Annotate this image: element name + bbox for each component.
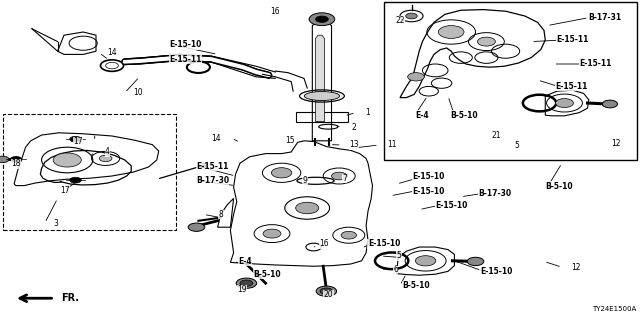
- Bar: [384, 2, 637, 160]
- Text: B-5-10: B-5-10: [545, 182, 573, 191]
- Text: 8: 8: [218, 210, 223, 219]
- Circle shape: [467, 257, 484, 266]
- Text: 5: 5: [396, 252, 401, 260]
- Text: 1: 1: [365, 108, 371, 117]
- Text: B-17-31: B-17-31: [588, 13, 621, 22]
- Text: 16: 16: [270, 7, 280, 16]
- Text: E-15-10: E-15-10: [435, 201, 467, 210]
- Text: 4: 4: [105, 148, 110, 156]
- Circle shape: [320, 288, 333, 294]
- Text: 5: 5: [515, 141, 520, 150]
- Circle shape: [296, 202, 319, 214]
- Text: 2: 2: [351, 123, 356, 132]
- Circle shape: [602, 100, 618, 108]
- Circle shape: [53, 153, 81, 167]
- Circle shape: [70, 136, 81, 142]
- Text: 21: 21: [492, 132, 500, 140]
- Circle shape: [10, 156, 22, 162]
- Text: E-15-11: E-15-11: [196, 162, 228, 171]
- Circle shape: [188, 223, 205, 231]
- Text: E-4: E-4: [238, 257, 252, 266]
- Text: 3: 3: [54, 219, 59, 228]
- Text: E-15-11: E-15-11: [170, 55, 202, 64]
- Text: B-17-30: B-17-30: [196, 176, 229, 185]
- Text: E-15-10: E-15-10: [413, 172, 445, 181]
- Text: E-15-10: E-15-10: [170, 40, 202, 49]
- Text: E-15-11: E-15-11: [579, 60, 611, 68]
- Text: TY24E1500A: TY24E1500A: [593, 306, 637, 312]
- Text: 16: 16: [319, 239, 330, 248]
- Circle shape: [99, 155, 112, 162]
- Circle shape: [316, 286, 337, 296]
- Circle shape: [341, 231, 356, 239]
- Text: 15: 15: [285, 136, 295, 145]
- Text: 12: 12: [612, 139, 621, 148]
- Text: E-15-11: E-15-11: [557, 36, 589, 44]
- Text: 18: 18: [12, 159, 20, 168]
- Text: 14: 14: [107, 48, 117, 57]
- Text: 10: 10: [132, 88, 143, 97]
- Text: B-5-10: B-5-10: [253, 270, 282, 279]
- Circle shape: [271, 168, 292, 178]
- Circle shape: [415, 256, 436, 266]
- Circle shape: [70, 177, 81, 183]
- Circle shape: [263, 229, 281, 238]
- Text: E-15-10: E-15-10: [368, 239, 400, 248]
- Circle shape: [477, 37, 495, 46]
- Text: E-15-10: E-15-10: [413, 187, 445, 196]
- Bar: [3, 114, 176, 230]
- Circle shape: [316, 16, 328, 22]
- Text: E-15-11: E-15-11: [556, 82, 588, 91]
- Text: FR.: FR.: [61, 293, 79, 303]
- Text: 9: 9: [303, 176, 308, 185]
- Circle shape: [406, 13, 417, 19]
- Text: 7: 7: [342, 174, 347, 183]
- Circle shape: [408, 73, 424, 81]
- Ellipse shape: [305, 92, 340, 100]
- Circle shape: [332, 172, 347, 180]
- Text: 14: 14: [211, 134, 221, 143]
- Text: B-5-10: B-5-10: [402, 281, 430, 290]
- Text: 11: 11: [387, 140, 396, 149]
- Polygon shape: [316, 35, 324, 122]
- Text: 6: 6: [393, 265, 398, 274]
- Text: E-15-10: E-15-10: [480, 267, 512, 276]
- Circle shape: [438, 26, 464, 38]
- Text: B-17-30: B-17-30: [478, 189, 511, 198]
- Circle shape: [309, 13, 335, 26]
- Text: B-5-10: B-5-10: [450, 111, 478, 120]
- Circle shape: [556, 99, 573, 108]
- Circle shape: [240, 280, 253, 286]
- Text: 20: 20: [323, 290, 333, 299]
- Text: 19: 19: [237, 285, 247, 294]
- Circle shape: [0, 156, 9, 163]
- Text: 17: 17: [73, 137, 83, 146]
- Text: 13: 13: [349, 140, 359, 149]
- Text: 12: 12: [572, 263, 580, 272]
- Text: 17: 17: [60, 186, 70, 195]
- Text: E-4: E-4: [415, 111, 429, 120]
- Circle shape: [236, 278, 257, 288]
- Text: 22: 22: [396, 16, 404, 25]
